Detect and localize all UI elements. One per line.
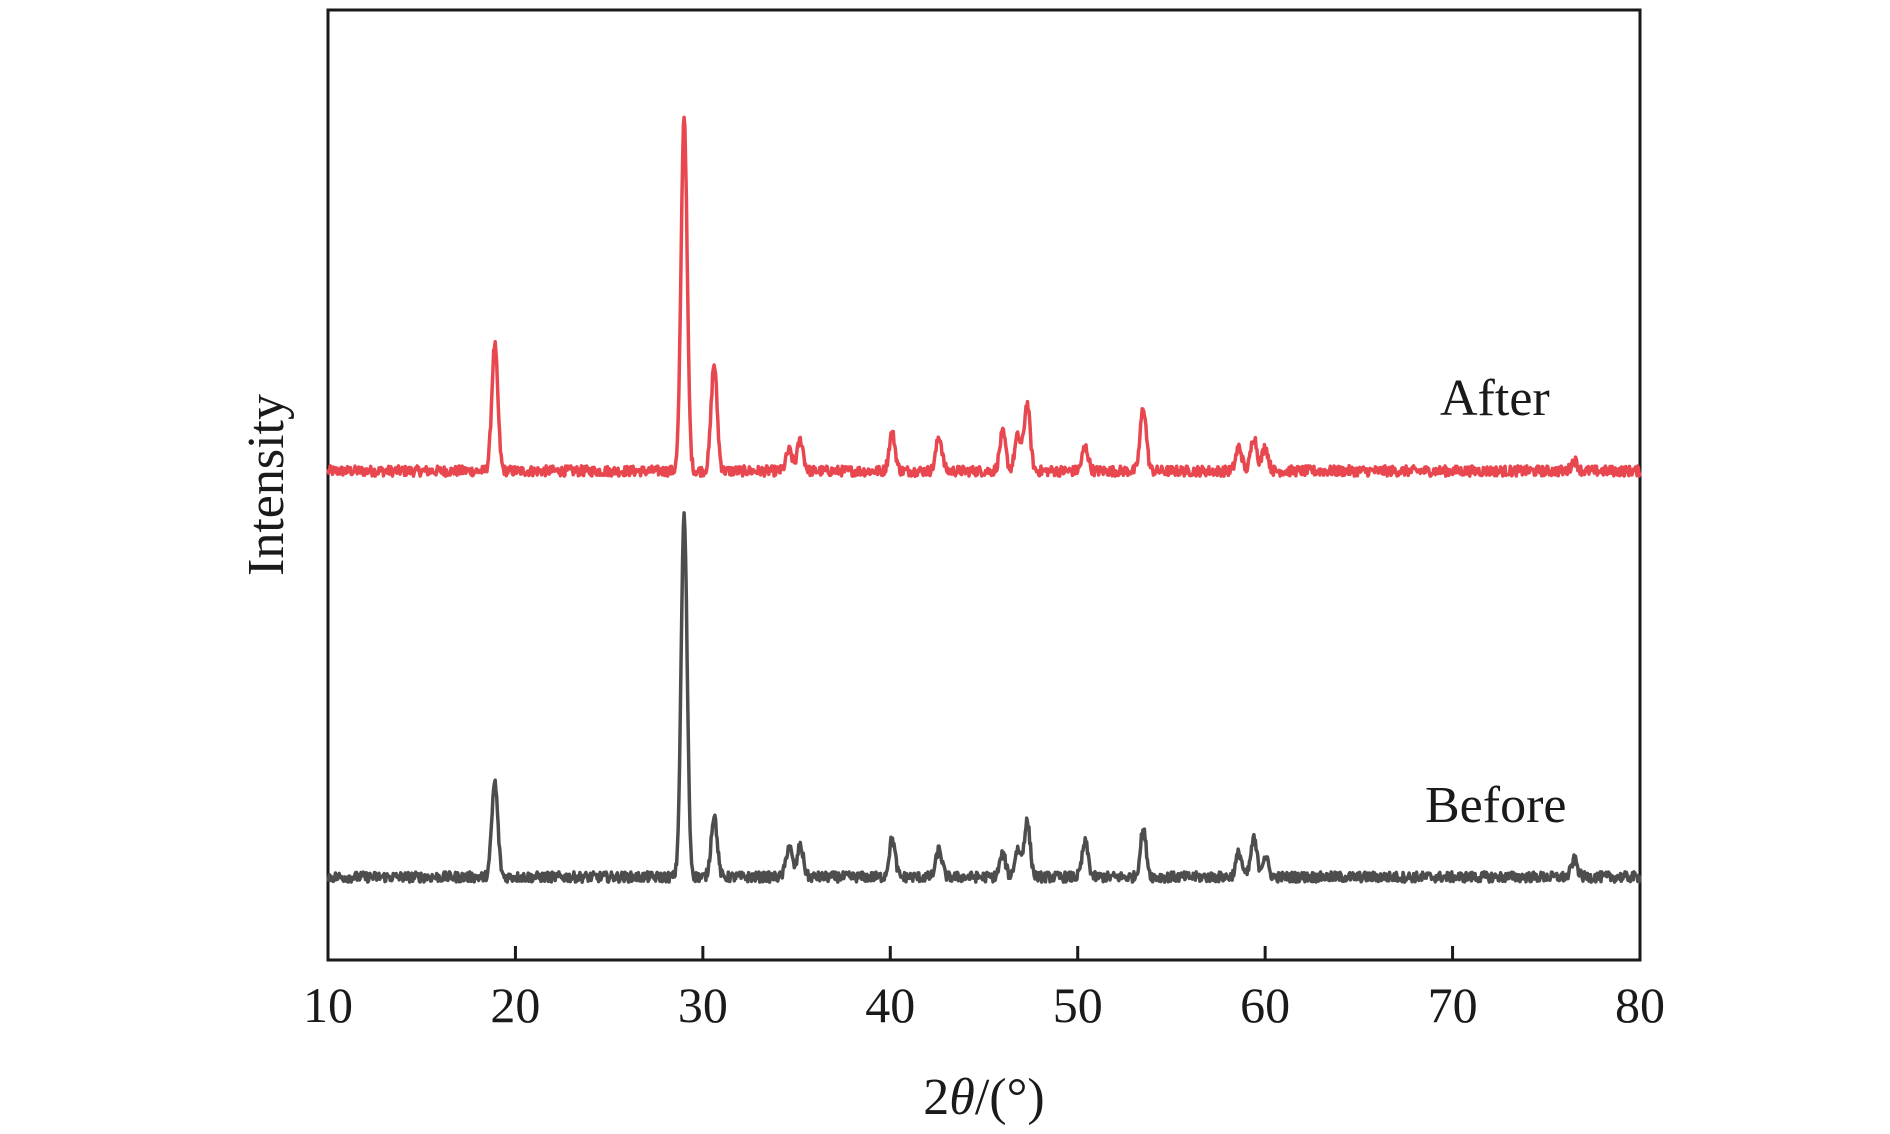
- series-layer: [326, 115, 1642, 884]
- series-line-after: [326, 115, 1642, 478]
- series-line-before: [326, 511, 1642, 884]
- series-label-before: Before: [1425, 777, 1566, 834]
- y-axis-title: Intensity: [238, 394, 295, 576]
- x-axis-ticks: 10 20 30 40 50 60 70 80: [303, 946, 1665, 1033]
- x-tick-label: 60: [1240, 977, 1290, 1033]
- x-axis-title: 2θ/(°): [923, 1069, 1044, 1126]
- x-tick-label: 50: [1053, 977, 1103, 1033]
- series-label-after: After: [1440, 370, 1550, 427]
- x-tick-label: 40: [865, 977, 915, 1033]
- series-labels: After Before: [1425, 370, 1566, 834]
- plot-frame: [326, 8, 1642, 962]
- x-tick-label: 70: [1428, 977, 1478, 1033]
- x-tick-label: 10: [303, 977, 353, 1033]
- x-tick-label: 30: [678, 977, 728, 1033]
- x-tick-label: 20: [490, 977, 540, 1033]
- x-tick-label: 80: [1615, 977, 1665, 1033]
